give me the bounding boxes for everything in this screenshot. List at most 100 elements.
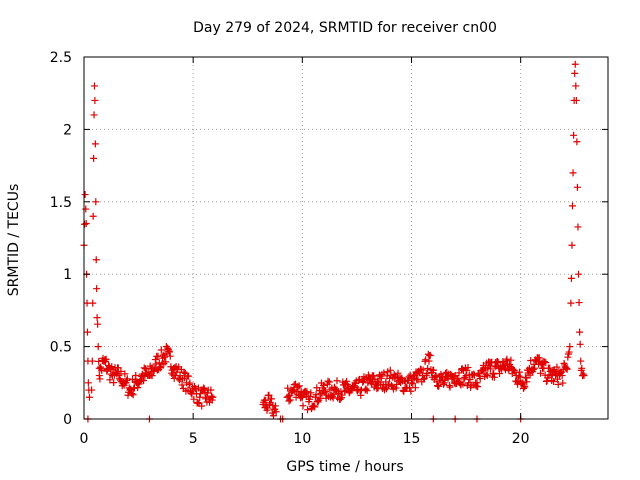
data-point (311, 403, 319, 411)
data-point (294, 383, 302, 391)
data-point (430, 366, 438, 374)
data-point (185, 372, 193, 380)
data-point (149, 367, 157, 375)
data-point (134, 384, 142, 392)
y-axis-label: SRMTID / TECUs (6, 184, 22, 297)
data-point (531, 364, 539, 372)
data-point (571, 60, 579, 68)
data-point (148, 372, 156, 380)
data-point (502, 357, 510, 365)
data-point (573, 183, 581, 191)
data-point (574, 223, 582, 231)
data-point (92, 256, 100, 264)
data-point (196, 393, 204, 401)
data-point (494, 358, 502, 366)
data-point (575, 299, 583, 307)
data-point (194, 398, 202, 406)
data-point (91, 96, 99, 104)
data-point (264, 404, 272, 412)
data-point (566, 343, 574, 351)
data-point (262, 396, 270, 404)
data-point (90, 154, 98, 162)
x-tick-label: 5 (189, 431, 198, 447)
data-point (567, 274, 575, 282)
data-point (392, 384, 400, 392)
x-tick-label: 15 (403, 431, 421, 447)
data-point (89, 212, 97, 220)
data-point (516, 368, 524, 376)
data-point (92, 198, 100, 206)
data-point (185, 380, 193, 388)
data-point (424, 364, 432, 372)
data-point (132, 372, 140, 380)
data-point (140, 364, 148, 372)
y-tick-label: 1.5 (50, 195, 72, 211)
data-points (80, 60, 588, 423)
data-point (186, 379, 194, 387)
data-point (127, 385, 135, 393)
data-point (515, 372, 523, 380)
data-point (411, 384, 419, 392)
data-point (355, 376, 363, 384)
data-point (377, 374, 385, 382)
data-point (324, 377, 332, 385)
data-point (93, 314, 101, 322)
data-point (83, 328, 91, 336)
data-point (580, 372, 588, 380)
data-point (286, 396, 294, 404)
data-point (330, 390, 338, 398)
data-point (483, 372, 491, 380)
data-point (166, 352, 174, 360)
data-point (200, 384, 208, 392)
data-point (333, 377, 341, 385)
data-point (88, 357, 96, 365)
data-point (420, 375, 428, 383)
data-point (523, 378, 531, 386)
data-point (268, 395, 276, 403)
data-point (140, 377, 148, 385)
data-point (388, 381, 396, 389)
data-point (422, 356, 430, 364)
data-point (319, 381, 327, 389)
data-point (306, 393, 314, 401)
data-point (496, 369, 504, 377)
data-point (455, 369, 463, 377)
data-point (573, 138, 581, 146)
data-point (558, 372, 566, 380)
data-point (121, 370, 129, 378)
data-point (209, 393, 217, 401)
grid-lines (84, 57, 608, 419)
data-point (81, 191, 89, 199)
data-point (166, 348, 174, 356)
data-point (459, 380, 467, 388)
data-point (386, 366, 394, 374)
data-point (565, 348, 573, 356)
data-point (578, 364, 586, 372)
data-point (89, 299, 97, 307)
data-point (190, 395, 198, 403)
data-point (200, 385, 208, 393)
data-point (303, 388, 311, 396)
data-point (168, 369, 176, 377)
data-point (307, 389, 315, 397)
data-point (390, 370, 398, 378)
y-tick-label: 1 (63, 267, 72, 283)
x-axis-label: GPS time / hours (286, 459, 403, 475)
axis-ticks (83, 56, 608, 420)
data-point (490, 373, 498, 381)
data-point (362, 385, 370, 393)
data-point (81, 220, 89, 228)
data-point (88, 386, 96, 394)
data-point (363, 387, 371, 395)
data-point (407, 387, 415, 395)
data-point (96, 375, 104, 383)
data-point (117, 367, 125, 375)
data-point (466, 375, 474, 383)
data-point (575, 270, 583, 278)
data-point (423, 369, 431, 377)
data-point (522, 374, 530, 382)
data-point (142, 365, 150, 373)
data-point (489, 369, 497, 377)
data-point (567, 299, 575, 307)
data-point (173, 368, 181, 376)
